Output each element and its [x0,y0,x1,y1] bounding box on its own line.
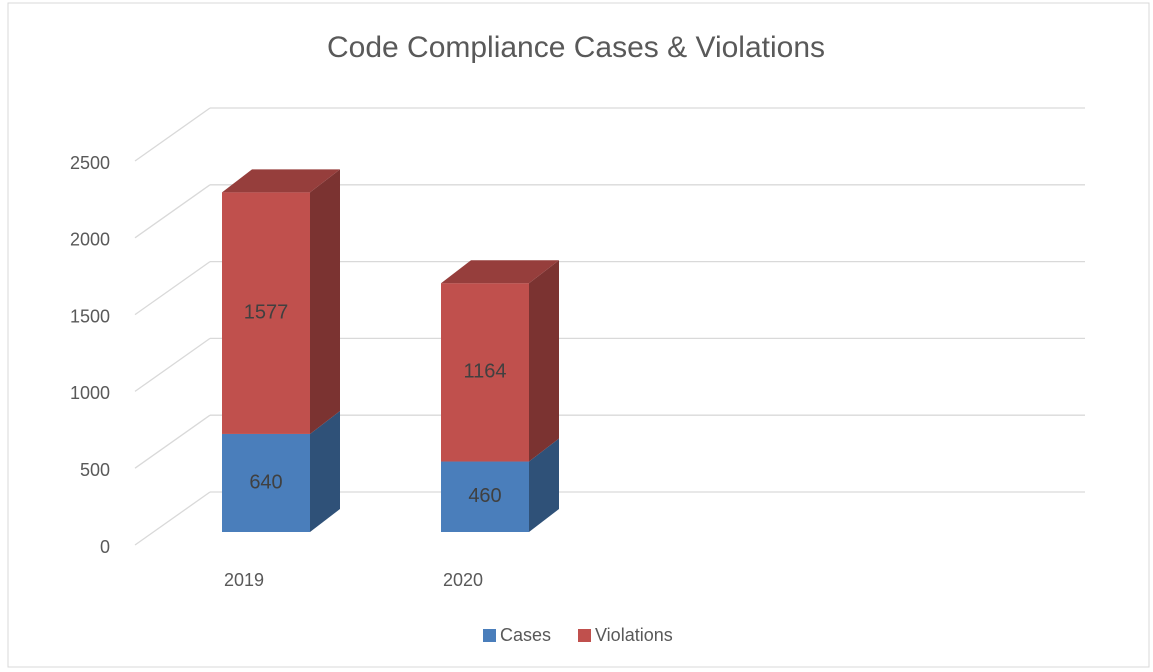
bar-top [222,169,340,193]
bar [222,433,310,532]
bar-side [310,169,340,434]
x-tick-label: 2019 [224,570,264,590]
data-label: 1577 [244,301,289,323]
bar [441,461,529,532]
grid-line-side [134,491,211,546]
bar-top [441,260,559,284]
grid-line-side [134,414,211,469]
data-label: 1164 [463,361,506,383]
y-tick-label: 2000 [70,230,110,250]
bar-side [529,438,559,532]
grid-line-side [134,337,211,392]
y-tick-label: 500 [80,460,110,480]
legend-label: Violations [595,625,673,645]
chart-title: Code Compliance Cases & Violations [327,31,825,64]
y-tick-label: 1000 [70,383,110,403]
chart-border [7,2,1150,668]
y-tick-label: 1500 [70,306,110,326]
bar [441,283,529,462]
grid-line-side [134,107,211,162]
data-label: 460 [468,485,501,507]
grid-line-side [134,184,211,239]
y-tick-label: 0 [100,537,110,557]
data-label: 640 [249,471,282,493]
bar-side [310,410,340,532]
x-tick-label: 2020 [443,570,483,590]
y-tick-label: 2500 [70,153,110,173]
bar-side [529,260,559,462]
legend-label: Cases [500,625,551,645]
legend-swatch [483,629,496,642]
bar [222,192,310,434]
grid-line-side [134,261,211,316]
legend-swatch [578,629,591,642]
